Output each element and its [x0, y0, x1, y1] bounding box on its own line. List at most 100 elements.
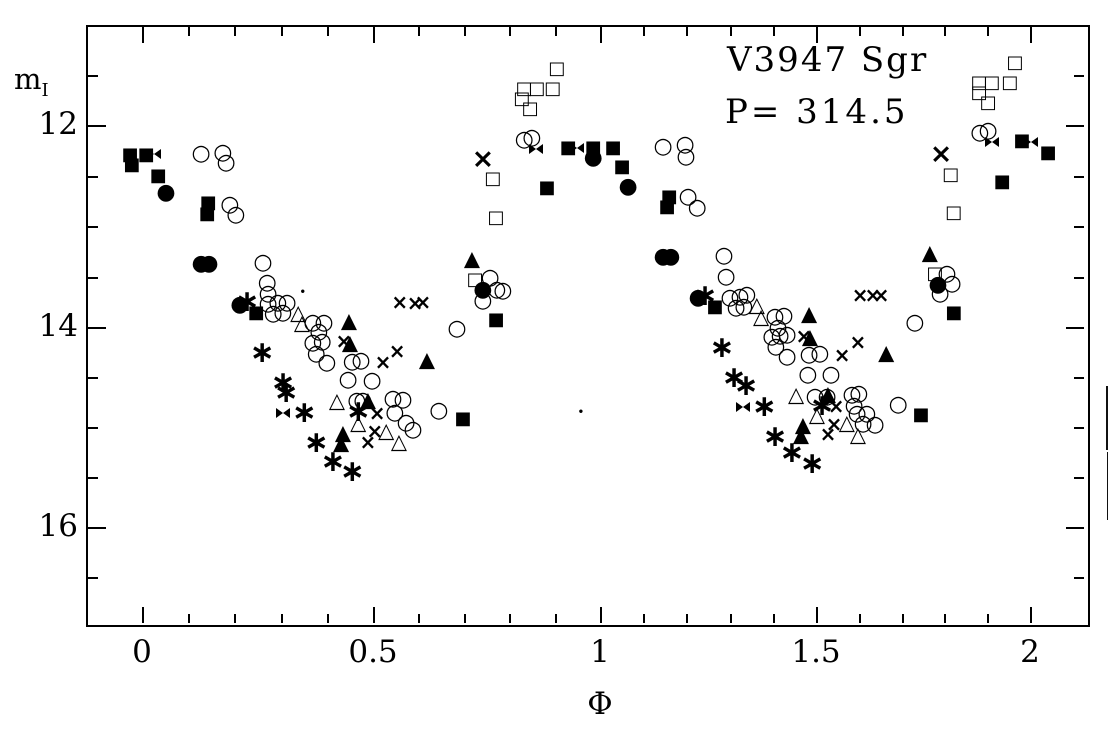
- y-minor-tick: [1074, 226, 1084, 228]
- point-open-square: □: [521, 97, 539, 119]
- x-major-tick: [600, 27, 602, 43]
- x-minor-tick: [902, 614, 904, 623]
- point-cross: ×: [819, 422, 837, 446]
- point-open-circle: ○: [268, 289, 288, 315]
- point-asterisk: ∗: [345, 394, 371, 429]
- point-bold-cross: ×: [929, 138, 953, 170]
- y-minor-tick: [1074, 477, 1084, 479]
- point-bowtie-star: [147, 149, 161, 159]
- point-open-circle: ○: [258, 280, 278, 306]
- point-open-square: □: [1001, 71, 1019, 93]
- point-filled-circle: ●: [688, 284, 708, 310]
- point-filled-circle: ●: [199, 251, 219, 277]
- point-filled-triangle: ▲: [341, 330, 358, 355]
- point-filled-square: ■: [487, 308, 505, 330]
- x-minor-tick: [987, 614, 989, 623]
- point-cross: ×: [864, 282, 882, 307]
- point-cross: ×: [414, 289, 432, 314]
- y-axis-label: mI: [14, 62, 49, 101]
- point-open-circle: ○: [263, 300, 283, 326]
- point-open-circle: ○: [714, 243, 734, 269]
- point-open-circle: ○: [362, 368, 382, 393]
- point-open-circle: ○: [765, 303, 785, 329]
- point-filled-square: ■: [199, 191, 217, 213]
- point-open-circle: ○: [396, 410, 416, 435]
- point-open-circle: ○: [857, 401, 877, 426]
- point-asterisk: ∗: [809, 388, 835, 423]
- point-asterisk: ∗: [799, 446, 825, 481]
- point-filled-triangle: ▲: [794, 412, 812, 437]
- point-open-circle: ○: [314, 310, 334, 335]
- x-tick-label-1p5: 1.5: [791, 634, 841, 670]
- point-filled-square: ■: [123, 154, 141, 176]
- point-open-circle: ○: [942, 270, 962, 296]
- scan-artifact-line: [1106, 386, 1108, 450]
- point-filled-triangle: ▲: [878, 340, 895, 365]
- x-minor-tick: [987, 27, 989, 36]
- point-cross: ×: [359, 430, 377, 454]
- point-open-square: □: [942, 163, 960, 185]
- point-open-square: □: [926, 262, 944, 284]
- point-open-square: □: [548, 58, 566, 80]
- point-open-circle: ○: [403, 417, 423, 442]
- point-filled-square: ■: [247, 301, 265, 323]
- point-open-triangle: △: [350, 410, 367, 435]
- point-open-circle: ○: [726, 294, 746, 320]
- point-open-triangle: △: [808, 402, 825, 427]
- point-open-triangle: △: [753, 304, 770, 329]
- y-major-tick: [88, 327, 106, 329]
- point-dot: ∙: [577, 404, 585, 418]
- x-axis-label: Φ: [587, 686, 613, 722]
- point-filled-triangle: ▲: [792, 422, 809, 447]
- y-minor-tick: [88, 477, 98, 479]
- y-tick-label-12: 12: [38, 106, 78, 142]
- point-cross: ×: [406, 290, 424, 315]
- point-filled-square: ■: [660, 185, 678, 207]
- point-filled-triangle: ▲: [333, 430, 350, 455]
- point-dot: ∙: [299, 283, 307, 298]
- point-open-circle: ○: [226, 201, 246, 227]
- y-minor-tick: [88, 176, 98, 178]
- x-major-tick: [373, 607, 375, 623]
- point-open-circle: ○: [257, 269, 277, 295]
- x-major-tick: [373, 27, 375, 43]
- x-minor-tick: [730, 27, 732, 36]
- x-minor-tick: [188, 27, 190, 36]
- point-cross: ×: [851, 282, 869, 307]
- y-minor-tick: [88, 75, 98, 77]
- point-open-circle: ○: [522, 125, 542, 151]
- y-minor-tick: [1074, 176, 1084, 178]
- point-open-circle: ○: [777, 344, 797, 369]
- point-open-circle: ○: [258, 290, 278, 316]
- x-minor-tick: [418, 614, 420, 623]
- point-open-circle: ○: [309, 319, 329, 344]
- point-asterisk: ∗: [234, 283, 260, 319]
- y-minor-tick: [88, 427, 98, 429]
- point-cross: ×: [388, 339, 406, 363]
- point-open-circle: ○: [821, 362, 841, 387]
- point-open-circle: ○: [473, 287, 493, 313]
- point-filled-circle: ●: [191, 251, 211, 277]
- y-minor-tick: [1074, 427, 1084, 429]
- point-cross: ×: [391, 289, 409, 314]
- point-bowtie-star: [985, 137, 999, 147]
- point-filled-triangle: ▲: [801, 301, 818, 326]
- x-minor-tick: [944, 27, 946, 36]
- point-filled-square: ■: [658, 195, 676, 217]
- point-open-circle: ○: [842, 382, 862, 407]
- point-filled-triangle: ▲: [334, 420, 352, 445]
- point-open-triangle: △: [328, 388, 346, 413]
- point-open-square: □: [466, 268, 484, 290]
- y-major-tick: [1066, 125, 1084, 127]
- point-open-square: □: [1006, 52, 1024, 74]
- point-open-circle: ○: [716, 263, 736, 289]
- point-cross: ×: [833, 343, 851, 367]
- point-open-circle: ○: [393, 387, 413, 412]
- point-filled-triangle: ▲: [359, 387, 376, 412]
- y-major-tick: [88, 125, 106, 127]
- point-open-circle: ○: [844, 393, 864, 418]
- point-asterisk: ∗: [270, 365, 296, 400]
- point-cross: ×: [368, 401, 386, 425]
- x-minor-tick: [643, 614, 645, 623]
- x-minor-tick: [859, 614, 861, 623]
